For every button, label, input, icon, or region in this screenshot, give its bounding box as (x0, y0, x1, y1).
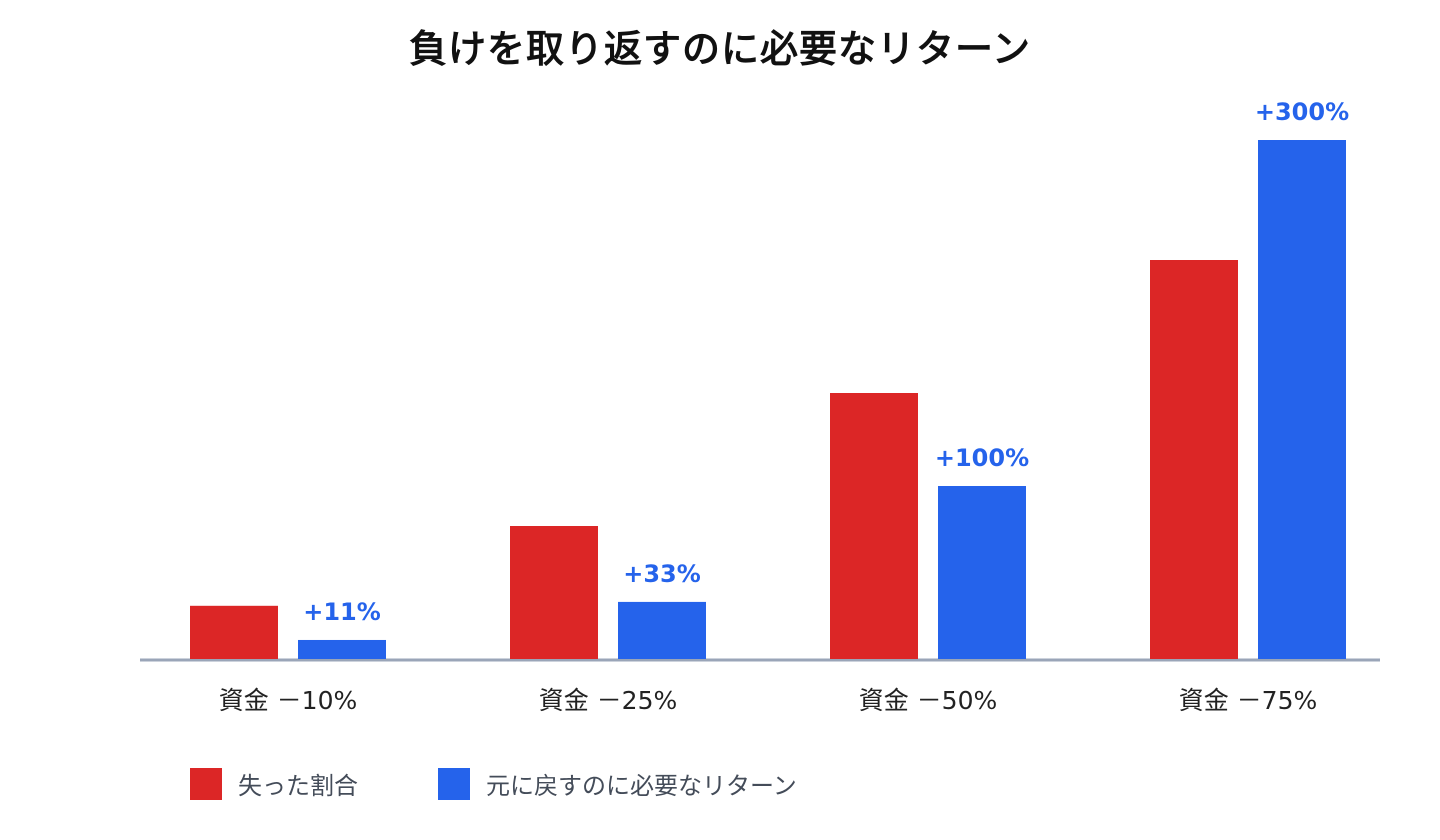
legend-swatch-lost (190, 767, 222, 800)
data-label-required-2: +33% (623, 560, 701, 588)
legend-label-required: 元に戻すのに必要なリターン (486, 772, 797, 800)
bar-chart: +11% 資金 －10% +33% 資金 －25% +100% 資金 －50% +300% 資… (140, 98, 1380, 715)
legend-swatch-required (438, 767, 470, 800)
data-label-required-4: +300% (1255, 98, 1349, 126)
data-label-required-3: +100% (935, 444, 1029, 472)
x-tick-label-4: 資金 －75% (1179, 686, 1318, 715)
legend: 失った割合 元に戻すのに必要なリターン (190, 766, 797, 801)
bar-lost-4 (1150, 260, 1238, 659)
x-tick-label-3: 資金 －50% (859, 686, 998, 715)
bar-required-3 (938, 486, 1026, 659)
bar-lost-2 (510, 526, 598, 659)
x-tick-label-2: 資金 －25% (539, 686, 678, 715)
bar-required-4 (1258, 140, 1346, 659)
legend-label-lost: 失った割合 (238, 772, 358, 800)
bar-required-2 (618, 601, 706, 659)
bar-lost-1 (190, 605, 278, 659)
data-label-required-1: +11% (303, 598, 381, 626)
chart-title: 負けを取り返すのに必要なリターン (408, 27, 1032, 71)
bar-lost-3 (830, 393, 918, 659)
x-tick-label-1: 資金 －10% (219, 686, 358, 715)
legend-item-required: 元に戻すのに必要なリターン (438, 766, 797, 801)
bar-required-1 (298, 639, 386, 659)
legend-item-lost: 失った割合 (190, 766, 358, 801)
